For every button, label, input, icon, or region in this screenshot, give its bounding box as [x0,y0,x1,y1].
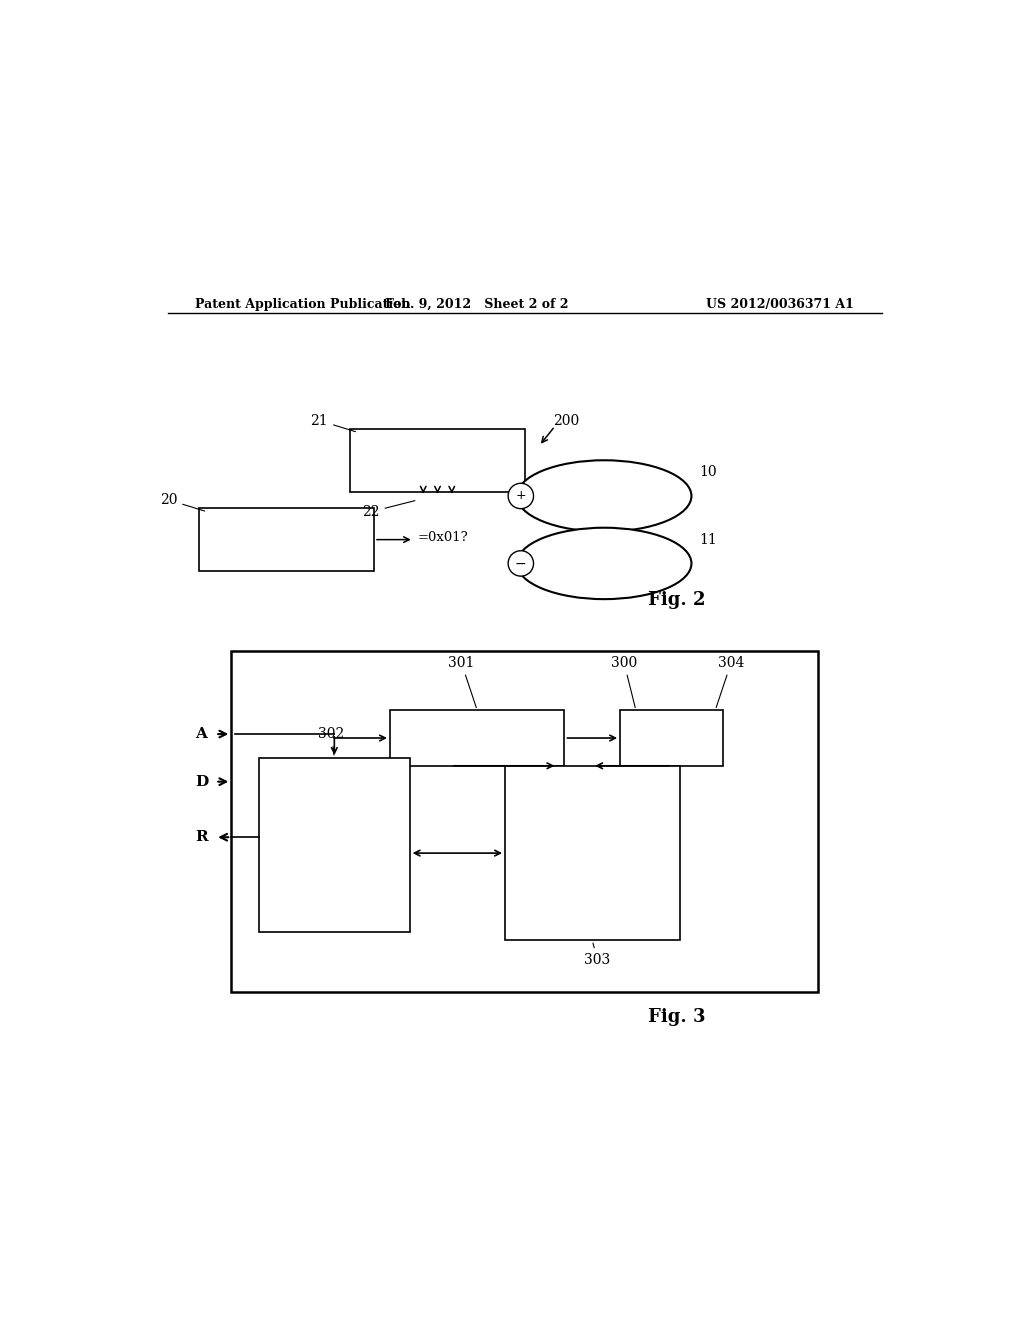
Text: 302: 302 [318,727,345,755]
Text: 200: 200 [553,413,579,428]
Text: Patent Application Publication: Patent Application Publication [196,297,411,310]
Text: US 2012/0036371 A1: US 2012/0036371 A1 [707,297,854,310]
Bar [620,710,723,766]
Text: 21: 21 [310,413,355,432]
Ellipse shape [517,461,691,532]
Text: 300: 300 [611,656,637,708]
Circle shape [508,550,534,576]
Text: 303: 303 [585,942,610,968]
Circle shape [508,483,534,508]
Text: 304: 304 [716,656,744,708]
Text: −: − [515,557,526,570]
Text: 301: 301 [449,656,476,708]
Text: +: + [515,490,526,503]
Text: =0x01?: =0x01? [418,531,468,544]
Ellipse shape [517,528,691,599]
Text: Fig. 3: Fig. 3 [648,1008,706,1026]
Bar [390,710,564,766]
Bar [505,766,680,940]
Bar [350,429,524,492]
Text: Feb. 9, 2012   Sheet 2 of 2: Feb. 9, 2012 Sheet 2 of 2 [385,297,569,310]
Text: 11: 11 [699,532,717,546]
Text: D: D [196,775,209,788]
Bar [231,651,818,991]
Text: Fig. 2: Fig. 2 [648,590,706,609]
Text: 20: 20 [160,492,205,511]
Text: 10: 10 [699,465,717,479]
Text: 22: 22 [362,500,415,519]
Text: A: A [196,727,207,741]
Bar [200,508,374,572]
Text: R: R [196,830,208,845]
Bar [259,758,410,932]
